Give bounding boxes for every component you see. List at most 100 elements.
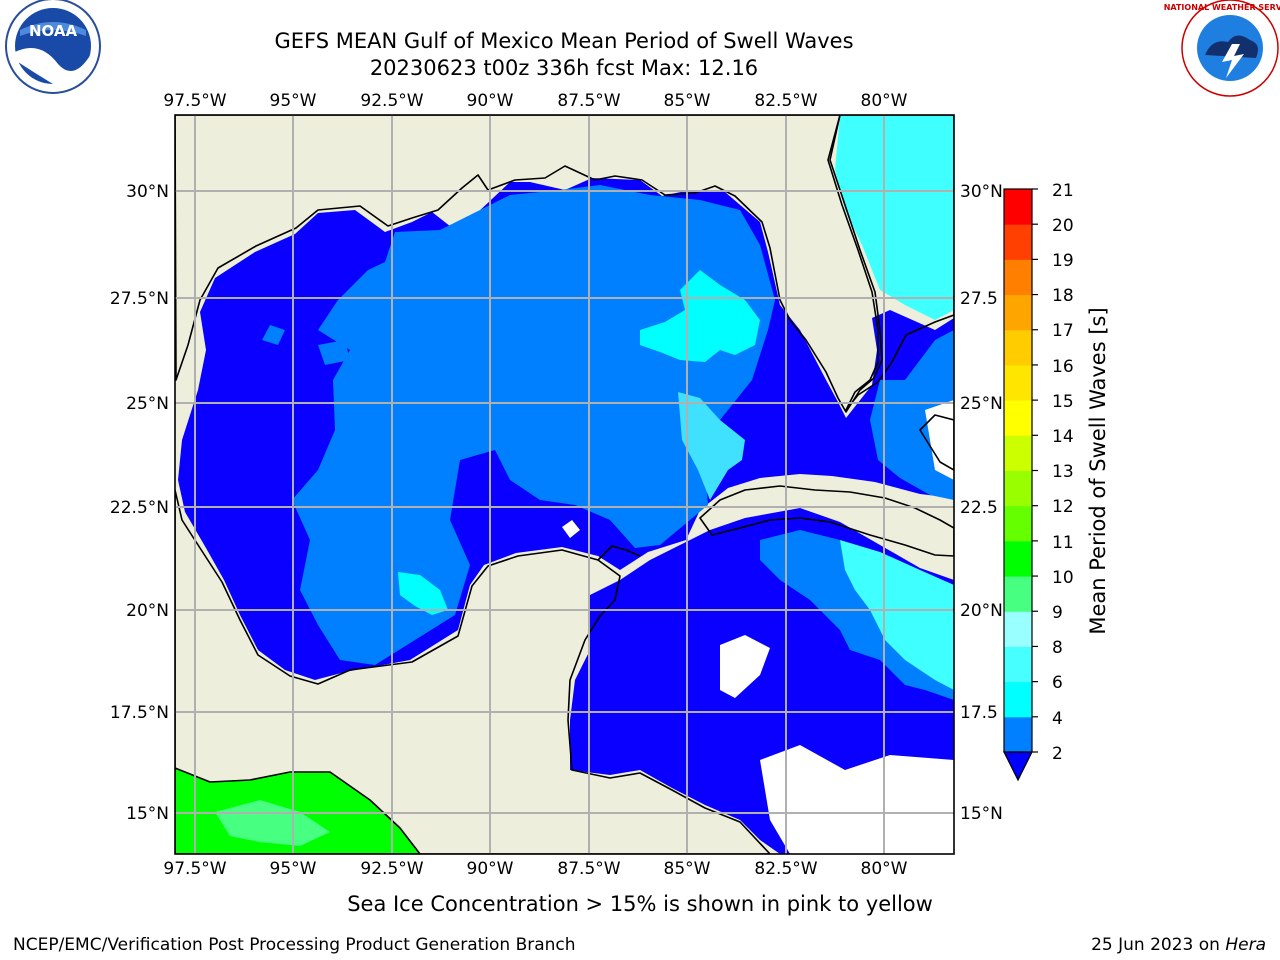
no-data-patch [760,745,954,854]
footer-credit: NCEP/EMC/Verification Post Processing Pr… [13,935,576,955]
lat-label: 27.5 [960,289,998,309]
colorbar-segment [1004,576,1032,612]
colorbar-tick-label: 14 [1052,427,1074,447]
lat-labels-left: 30°N 27.5°N 25°N 22.5°N 20°N 17.5°N 15°N [110,182,169,824]
lat-label: 22.5°N [110,498,169,518]
lon-label: 80°W [861,91,908,111]
colorbar-tick-label: 10 [1052,568,1074,588]
lat-label: 20°N [960,601,1003,621]
lon-label: 92.5°W [360,91,423,111]
colorbar-tick-label: 20 [1052,216,1074,236]
gulf-mid-period-sw [262,325,285,345]
colorbar-segment [1004,505,1032,542]
lon-label: 97.5°W [163,91,226,111]
colorbar-segment [1004,716,1032,753]
map-frame [174,114,955,855]
lat-label: 25°N [960,394,1003,414]
colorbar-segment [1004,294,1032,331]
colorbar-tick-label: 21 [1052,181,1074,201]
lon-label: 85°W [664,91,711,111]
lon-label: 82.5°W [754,859,817,879]
colorbar-tick-label: 17 [1052,321,1074,341]
mexico-land [175,489,771,854]
colorbar-tick-label: 8 [1052,638,1063,658]
yucatan-coastline [597,545,641,561]
lon-labels-top: 97.5°W 95°W 92.5°W 90°W 87.5°W 85°W 82.5… [163,91,907,111]
lat-label: 15°N [960,804,1003,824]
caribbean-high-period [840,540,954,690]
atlantic-ocean-field [835,115,954,320]
sea-ice-note: Sea Ice Concentration > 15% is shown in … [347,892,933,916]
lon-label: 95°W [270,91,317,111]
noaa-logo: NOAA [5,0,101,94]
gulf-mid-period-west [318,340,350,365]
lat-labels-right: 30°N 27.5 25°N 22.5 20°N 17.5 15°N [960,182,1003,824]
lat-label: 25°N [126,394,169,414]
colorbar-segment [1004,189,1032,225]
figure-title: GEFS MEAN Gulf of Mexico Mean Period of … [274,29,853,53]
colorbar-segment [1004,435,1032,471]
gulf-high-period-bay [398,572,448,615]
colorbar-tick-label: 2 [1052,744,1063,764]
colorbar-tick-label: 4 [1052,709,1063,729]
map-graticule [175,115,954,854]
lat-label: 22.5 [960,498,998,518]
colorbar-segment [1004,611,1032,647]
colorbar-tick-label: 16 [1052,357,1074,377]
lon-label: 87.5°W [557,91,620,111]
us-gulf-coast-land [175,115,883,413]
lat-label: 30°N [960,182,1003,202]
colorbar [1003,188,1038,782]
colorbar-tick-label: 9 [1052,603,1063,623]
lon-labels-bottom: 97.5°W 95°W 92.5°W 90°W 87.5°W 85°W 82.5… [163,859,907,879]
colorbar-segment [1004,540,1032,577]
nws-logo: NATIONAL WEATHER SERVICE [1164,0,1280,97]
lon-label: 82.5°W [754,91,817,111]
colorbar-segment [1004,259,1032,296]
lon-label: 97.5°W [163,859,226,879]
colorbar-segment [1004,364,1032,401]
lon-label: 95°W [270,859,317,879]
pacific-light-zone [215,800,330,846]
colorbar-segment [1004,400,1032,436]
colorbar-ticks: 21 20 19 18 17 16 15 14 13 12 11 10 9 8 … [1052,181,1074,764]
no-data-patch [925,400,954,480]
colorbar-segment [1004,470,1032,507]
footer-date-text: 25 Jun 2023 on [1091,935,1225,955]
footer-date: 25 Jun 2023 on Hera [1091,935,1266,955]
nws-logo-text: NATIONAL WEATHER SERVICE [1164,3,1280,12]
bahamas-land [919,414,954,471]
gulf-high-period-east2 [678,392,745,500]
florida-peninsula-land [827,115,954,411]
lon-label: 80°W [861,859,908,879]
colorbar-tick-label: 15 [1052,392,1074,412]
no-data-patch [562,520,580,538]
gulf-high-period-east [640,270,760,362]
colorbar-tick-label: 18 [1052,286,1074,306]
noaa-logo-text: NOAA [29,22,78,40]
lon-label: 85°W [664,859,711,879]
lon-label: 90°W [467,91,514,111]
colorbar-tick-label: 12 [1052,497,1074,517]
footer-machine: Hera [1225,935,1266,955]
colorbar-tick-label: 13 [1052,462,1074,482]
map-panel [175,115,954,854]
lat-label: 27.5°N [110,289,169,309]
no-data-patch [720,635,770,698]
colorbar-tick-label: 19 [1052,251,1074,271]
lon-label: 92.5°W [360,859,423,879]
lat-label: 17.5°N [110,703,169,723]
lat-label: 17.5 [960,703,998,723]
colorbar-label: Mean Period of Swell Waves [s] [1086,307,1110,634]
gulf-mid-period-zone [292,185,775,665]
lat-label: 20°N [126,601,169,621]
lon-label: 90°W [467,859,514,879]
colorbar-tick-label: 11 [1052,533,1074,553]
colorbar-tick-label: 6 [1052,673,1063,693]
colorbar-segment [1004,329,1032,366]
colorbar-segment [1004,646,1032,683]
lat-label: 15°N [126,804,169,824]
lat-label: 30°N [126,182,169,202]
colorbar-extend-min [1003,751,1033,782]
